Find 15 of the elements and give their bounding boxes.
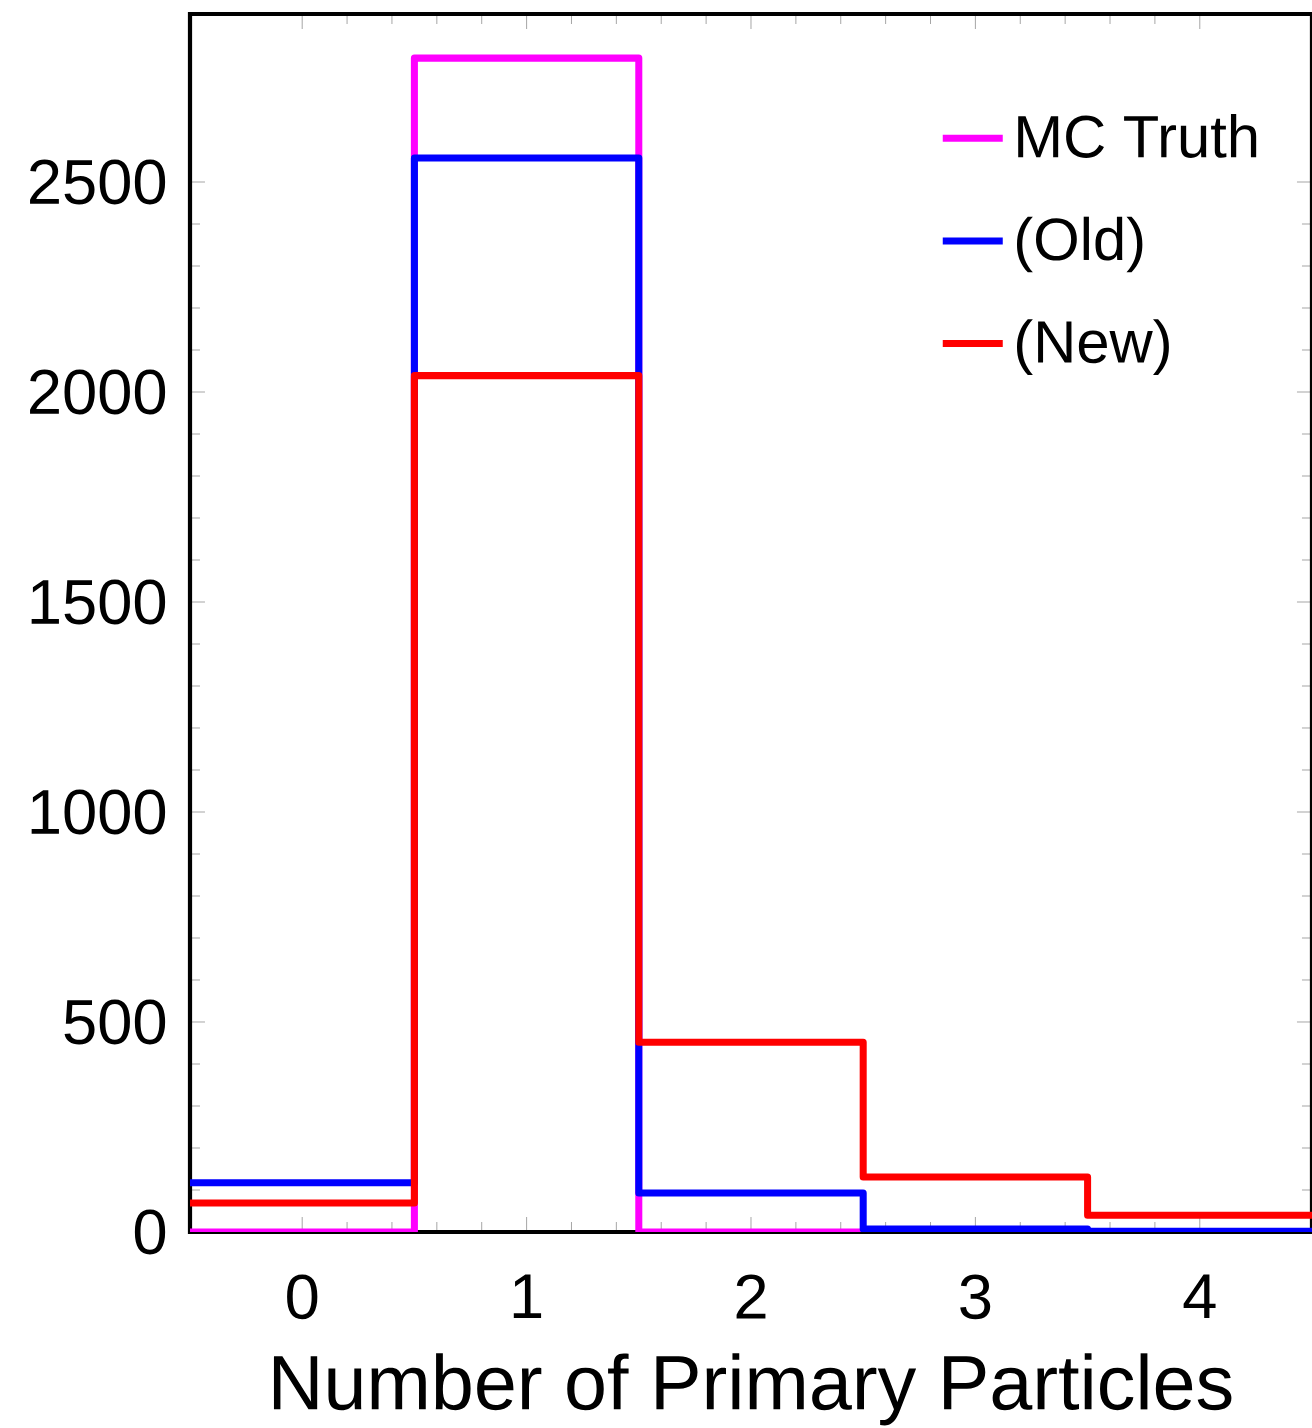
y-tick-label: 500 — [64, 999, 166, 1045]
legend-label: MC Truth — [1018, 114, 1257, 158]
x-tick-label: 0 — [287, 1274, 318, 1320]
y-tick-label: 1000 — [31, 789, 166, 835]
y-tick-label: 0 — [134, 1209, 166, 1255]
y-tick-label: 2000 — [30, 369, 166, 415]
x-tick-label: 4 — [1183, 1274, 1216, 1318]
x-axis-title: Number of Primary Particles — [273, 1353, 1232, 1426]
x-tick-label: 1 — [513, 1274, 542, 1318]
legend-label: (New) — [1016, 319, 1169, 375]
y-tick-label: 2500 — [30, 159, 166, 205]
x-tick-label: 2 — [736, 1274, 766, 1319]
legend-label: (Old) — [1016, 216, 1143, 273]
y-tick-label: 1500 — [31, 579, 166, 625]
x-tick-label: 3 — [960, 1274, 991, 1320]
